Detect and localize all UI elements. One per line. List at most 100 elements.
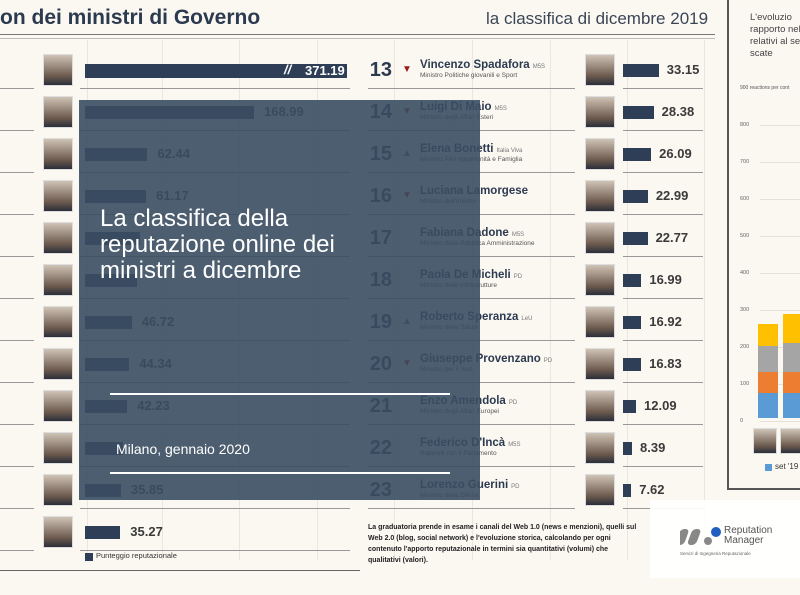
stacked-bar-segment (758, 372, 778, 393)
gridline (760, 310, 800, 311)
row-divider (623, 130, 703, 131)
legend-label: Punteggio reputazionale (96, 551, 177, 560)
logo-name: Reputation (724, 525, 773, 536)
score-value: 33.15 (666, 62, 700, 77)
axis-break-icon: // (284, 62, 292, 77)
row-divider (0, 340, 34, 341)
score-value: 26.09 (659, 146, 692, 161)
gridline (760, 347, 800, 348)
minister-photo (43, 222, 73, 254)
score-bar (85, 526, 121, 539)
gridline (760, 384, 800, 385)
cover-divider-top (110, 393, 450, 395)
header-divider-2 (0, 38, 715, 39)
minister-photo (585, 306, 615, 338)
stacked-bar-segment (783, 314, 800, 343)
minister-photo (43, 306, 73, 338)
party-label: PD (543, 358, 553, 364)
stacked-bar-segment (783, 372, 800, 393)
minister-photo (585, 348, 615, 380)
cover-title: La classifica della reputazione online d… (100, 205, 335, 284)
minister-photo (585, 432, 615, 464)
side-chart-intro: L'evoluzio (750, 12, 792, 23)
row-divider (420, 466, 575, 467)
row-divider (0, 88, 34, 89)
minister-photo (585, 96, 615, 128)
reputation-manager-logo: Reputation Manager Servizi di Ingegneria… (650, 500, 800, 578)
gridline (760, 125, 800, 126)
party-label: LeU (521, 316, 533, 322)
minister-photo (43, 180, 73, 212)
trend-down-icon: ▼ (402, 64, 412, 75)
minister-photo (43, 474, 73, 506)
score-value: 16.92 (649, 314, 682, 329)
score-bar (623, 274, 642, 287)
row-divider (0, 214, 34, 215)
score-value: 12.09 (644, 398, 677, 413)
score-bar (623, 442, 633, 455)
score-bar (85, 64, 347, 78)
row-divider (420, 424, 575, 425)
minister-photo (43, 54, 73, 86)
stacked-bar-segment (783, 342, 800, 373)
party-label: PD (508, 400, 518, 406)
minister-photo (43, 516, 73, 548)
minister-photo (585, 180, 615, 212)
row-divider (420, 298, 575, 299)
row-divider (420, 130, 575, 131)
minister-photo (585, 54, 615, 86)
row-divider (420, 340, 575, 341)
minister-photo (753, 428, 777, 454)
party-label: M5S (511, 232, 525, 238)
row-divider (420, 508, 575, 509)
row-divider (623, 466, 703, 467)
side-chart-ylabel: 900 reactions per cont (740, 85, 790, 91)
party-label: PD (513, 274, 523, 280)
row-divider (0, 130, 34, 131)
score-value: 8.39 (640, 440, 666, 455)
gridline (760, 199, 800, 200)
row-divider (368, 508, 420, 509)
row-divider (0, 172, 34, 173)
minister-photo (780, 428, 800, 454)
row-divider (623, 214, 703, 215)
y-tick-label: 800 (740, 122, 750, 128)
ministry-label: Ministro Politiche giovanili e Sport (420, 72, 518, 79)
minister-photo (43, 348, 73, 380)
row-divider (368, 88, 420, 89)
gridline (760, 421, 800, 422)
logo-mark-icon (680, 527, 721, 545)
score-value: 22.77 (655, 230, 689, 245)
bottom-divider (0, 570, 360, 571)
methodology-note: La graduatoria prende in esame i canali … (368, 524, 637, 564)
row-divider (0, 508, 34, 509)
minister-name: Vincenzo Spadafora M5S (420, 59, 545, 71)
page-subtitle: la classifica di dicembre 2019 (486, 9, 709, 28)
score-value: 16.99 (649, 272, 682, 287)
score-bar (623, 358, 642, 371)
row-divider (623, 424, 703, 425)
grid-line (627, 40, 628, 560)
row-divider (0, 466, 34, 467)
y-tick-label: 300 (740, 307, 750, 313)
row-divider (420, 256, 575, 257)
score-value: 16.83 (649, 356, 682, 371)
cover-divider-bottom (110, 472, 450, 474)
score-bar (623, 400, 637, 413)
stacked-bar-segment (758, 392, 778, 418)
y-tick-label: 0 (740, 418, 744, 424)
party-label: M5S (494, 106, 507, 112)
stacked-bar-segment (783, 392, 800, 418)
score-bar (623, 316, 642, 329)
header-divider (0, 34, 715, 35)
minister-photo (43, 138, 73, 170)
y-tick-label: 400 (740, 270, 750, 276)
gridline (760, 236, 800, 237)
score-bar (623, 148, 652, 161)
minister-photo (585, 390, 615, 422)
y-tick-label: 100 (740, 381, 750, 387)
row-divider (0, 424, 34, 425)
party-label: PD (511, 484, 520, 490)
score-bar (623, 106, 654, 119)
score-value: 28.38 (661, 104, 695, 119)
